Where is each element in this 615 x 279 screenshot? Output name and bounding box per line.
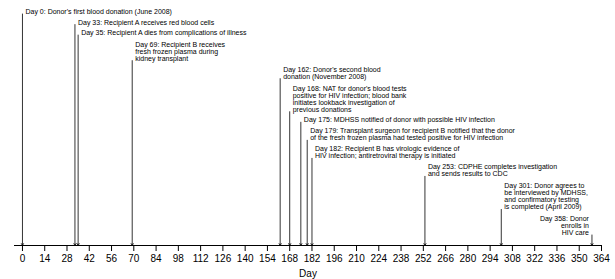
svg-text:Day 33: Recipient A receives r: Day 33: Recipient A receives red blood c… — [78, 19, 215, 27]
svg-text:0: 0 — [20, 253, 26, 264]
svg-text:308: 308 — [504, 253, 521, 264]
svg-text:Day 301: Donor agrees tobe int: Day 301: Donor agrees tobe interviewed b… — [504, 182, 588, 211]
svg-text:Day 358: Donorenrolls inHIV ca: Day 358: Donorenrolls inHIV care — [540, 215, 590, 236]
svg-text:112: 112 — [193, 253, 209, 264]
svg-text:168: 168 — [281, 253, 298, 264]
svg-text:350: 350 — [571, 253, 588, 264]
svg-text:Day 35: Recipient A dies from: Day 35: Recipient A dies from complicati… — [81, 29, 247, 37]
svg-text:210: 210 — [348, 253, 365, 264]
svg-text:140: 140 — [237, 253, 254, 264]
svg-text:336: 336 — [549, 253, 566, 264]
svg-text:Day 0: Donor's first blood don: Day 0: Donor's first blood donation (Jun… — [25, 8, 171, 16]
svg-text:182: 182 — [304, 253, 321, 264]
svg-text:Day 168: NAT for donor's blood: Day 168: NAT for donor's blood testsposi… — [293, 85, 407, 114]
svg-text:Day 253: CDPHE completes inves: Day 253: CDPHE completes investigationan… — [428, 163, 557, 177]
svg-text:280: 280 — [460, 253, 477, 264]
svg-text:84: 84 — [151, 253, 163, 264]
svg-text:28: 28 — [61, 253, 73, 264]
svg-text:Day 179: Transplant surgeon fo: Day 179: Transplant surgeon for recipien… — [310, 127, 515, 142]
svg-text:196: 196 — [326, 253, 343, 264]
svg-text:42: 42 — [84, 253, 96, 264]
svg-text:294: 294 — [482, 253, 499, 264]
svg-text:322: 322 — [526, 253, 543, 264]
svg-text:Day 162: Donor's second bloodd: Day 162: Donor's second blooddonation (N… — [283, 66, 381, 81]
svg-text:14: 14 — [39, 253, 51, 264]
svg-text:238: 238 — [393, 253, 410, 264]
svg-text:70: 70 — [128, 253, 140, 264]
svg-text:56: 56 — [106, 253, 118, 264]
svg-text:364: 364 — [593, 253, 610, 264]
svg-text:266: 266 — [437, 253, 454, 264]
svg-text:98: 98 — [173, 253, 185, 264]
svg-text:Day 175: MDHSS notified of don: Day 175: MDHSS notified of donor with po… — [304, 116, 495, 124]
svg-text:Day 69: Recipient B receivesfr: Day 69: Recipient B receivesfresh frozen… — [135, 41, 225, 63]
svg-text:Day: Day — [299, 268, 317, 279]
svg-text:252: 252 — [415, 253, 432, 264]
svg-text:Day 182: Recipient B has virol: Day 182: Recipient B has virologic evide… — [315, 145, 459, 160]
svg-text:154: 154 — [259, 253, 276, 264]
svg-text:126: 126 — [215, 253, 232, 264]
svg-text:224: 224 — [370, 253, 387, 264]
